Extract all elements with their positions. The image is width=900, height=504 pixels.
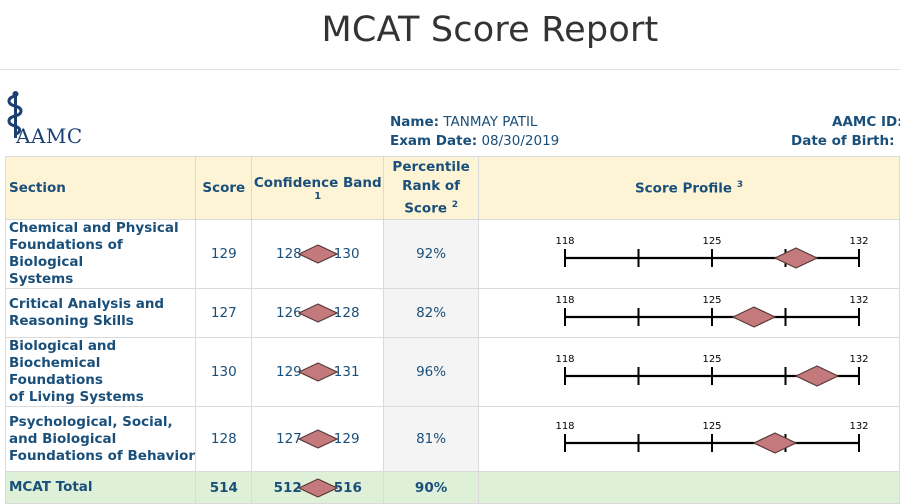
- total-percentile: 90%: [383, 471, 479, 504]
- profile-tick-label: 118: [555, 236, 574, 247]
- header-score: Score: [195, 156, 253, 220]
- logo-text: AAMC: [16, 124, 83, 148]
- band-high: 128: [333, 305, 360, 321]
- band-low: 126: [275, 305, 302, 321]
- aamc-id-label: AAMC ID:: [832, 114, 900, 130]
- header-row: Section Score Confidence Band 1 Percenti…: [4, 156, 900, 220]
- score-profile-chart: 118 125 132: [555, 354, 869, 387]
- profile-band-diamond: [731, 306, 777, 328]
- band-diamond-icon: [297, 303, 338, 323]
- band-low: 128: [275, 246, 302, 262]
- score-table: Section Score Confidence Band 1 Percenti…: [4, 156, 900, 504]
- percentile-rank: 82%: [383, 288, 479, 338]
- band-high: 129: [333, 431, 360, 447]
- score-profile: 118 125 132: [477, 406, 900, 472]
- name-label: Name:: [390, 114, 440, 130]
- aamc-logo: AAMC: [5, 90, 95, 150]
- score-profile-label: Score Profile: [634, 180, 733, 197]
- section-name: Psychological, Social, and Biological Foun…: [4, 406, 197, 472]
- table-row: Psychological, Social, and Biological Foun…: [4, 406, 900, 472]
- percentile-label-1: Percentile: [392, 158, 470, 175]
- profile-tick-label: 125: [702, 236, 721, 247]
- profile-tick-label: 118: [555, 295, 574, 306]
- date-of-birth: Date of Birth: (: [791, 133, 900, 149]
- confidence-band: 126 128: [251, 288, 385, 338]
- score-profile: 118 125 132: [477, 288, 900, 338]
- profile-tick-label: 125: [702, 354, 721, 365]
- total-label: MCAT Total: [4, 471, 197, 504]
- profile-band-diamond: [752, 432, 798, 454]
- confidence-band-label: Confidence Band: [253, 174, 382, 191]
- page-title: MCAT Score Report: [321, 10, 659, 50]
- total-confidence-band: 512 516: [251, 471, 385, 504]
- profile-tick-label: 132: [849, 236, 868, 247]
- profile-tick-label: 118: [555, 421, 574, 432]
- band-high: 516: [333, 479, 362, 496]
- band-diamond-icon: [297, 244, 338, 264]
- profile-tick-label: 132: [849, 295, 868, 306]
- percentile-label-3: Score: [404, 200, 448, 217]
- aamc-id: AAMC ID:: [832, 114, 900, 130]
- percentile-footnote: 2: [451, 199, 458, 210]
- confidence-band: 127 129: [251, 406, 385, 472]
- score-profile-chart: 118 125 132: [555, 295, 869, 328]
- band-diamond-icon: [297, 477, 338, 498]
- table-row: Critical Analysis and Reasoning Skills 12…: [4, 288, 900, 338]
- section-score: 129: [195, 219, 253, 289]
- section-score: 130: [195, 337, 253, 407]
- confidence-band-footnote: 1: [314, 190, 322, 202]
- score-profile: 118 125 132: [477, 219, 900, 289]
- confidence-band: 129 131: [251, 337, 385, 407]
- percentile-rank: 96%: [383, 337, 479, 407]
- header-section: Section: [4, 156, 197, 220]
- table-row: Biological and Biochemical Foundations of …: [4, 337, 900, 407]
- section-name: Chemical and Physical Foundations of Biol…: [4, 219, 197, 289]
- section-score: 128: [195, 406, 253, 472]
- score-profile: 118 125 132: [477, 337, 900, 407]
- profile-tick-label: 125: [702, 421, 721, 432]
- percentile-label-2: Rank of: [402, 177, 461, 194]
- title-divider: [0, 69, 900, 70]
- score-profile-chart: 118 125 132: [555, 236, 869, 269]
- section-name: Critical Analysis and Reasoning Skills: [4, 288, 197, 338]
- confidence-band: 128 130: [251, 219, 385, 289]
- score-profile-footnote: 3: [736, 179, 744, 190]
- section-name: Biological and Biochemical Foundations of …: [4, 337, 197, 407]
- band-low: 127: [275, 431, 302, 447]
- profile-band-diamond: [773, 247, 819, 269]
- header-confidence-band: Confidence Band 1: [251, 156, 385, 220]
- score-profile-chart: 118 125 132: [555, 421, 869, 454]
- band-low: 129: [275, 364, 302, 380]
- exam-date-label: Exam Date:: [390, 133, 478, 149]
- band-high: 131: [333, 364, 360, 380]
- profile-band-diamond: [794, 365, 840, 387]
- name-value: TANMAY PATIL: [443, 114, 538, 130]
- section-score: 127: [195, 288, 253, 338]
- dob-label: Date of Birth:: [791, 133, 895, 149]
- header-score-profile: Score Profile 3: [477, 156, 900, 220]
- band-low: 512: [273, 479, 302, 496]
- percentile-rank: 81%: [383, 406, 479, 472]
- total-profile: [477, 471, 900, 504]
- exam-date-value: 08/30/2019: [481, 133, 560, 149]
- table-row: Chemical and Physical Foundations of Biol…: [4, 219, 900, 289]
- profile-tick-label: 132: [849, 354, 868, 365]
- exam-date: Exam Date: 08/30/2019: [390, 133, 559, 149]
- profile-tick-label: 118: [555, 354, 574, 365]
- band-diamond-icon: [297, 429, 338, 449]
- band-diamond-icon: [297, 362, 338, 382]
- percentile-rank: 92%: [383, 219, 479, 289]
- profile-tick-label: 132: [849, 421, 868, 432]
- header-percentile: Percentile Rank of Score 2: [383, 156, 479, 220]
- total-score: 514: [195, 471, 253, 504]
- caduceus-icon: [7, 91, 23, 138]
- band-high: 130: [333, 246, 360, 262]
- candidate-name: Name: TANMAY PATIL: [390, 114, 537, 130]
- profile-tick-label: 125: [702, 295, 721, 306]
- total-row: MCAT Total 514 512 516 90%: [4, 471, 900, 504]
